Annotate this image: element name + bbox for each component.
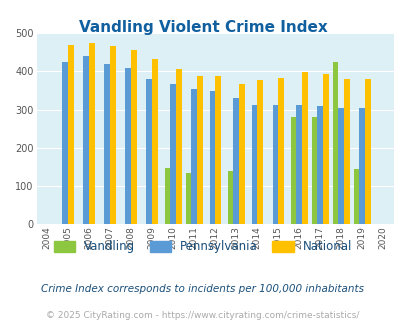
- Bar: [257, 80, 262, 224]
- Bar: [125, 68, 131, 224]
- Bar: [227, 171, 233, 224]
- Legend: Vandling, Pennsylvania, National: Vandling, Pennsylvania, National: [49, 236, 356, 258]
- Bar: [68, 45, 74, 224]
- Bar: [83, 56, 89, 224]
- Bar: [272, 105, 277, 224]
- Text: Crime Index corresponds to incidents per 100,000 inhabitants: Crime Index corresponds to incidents per…: [41, 284, 364, 294]
- Bar: [332, 62, 338, 224]
- Text: Vandling Violent Crime Index: Vandling Violent Crime Index: [79, 20, 326, 35]
- Bar: [233, 98, 239, 224]
- Bar: [296, 105, 301, 224]
- Bar: [317, 106, 322, 224]
- Bar: [152, 59, 158, 224]
- Bar: [175, 69, 181, 224]
- Bar: [215, 76, 220, 224]
- Bar: [277, 78, 283, 224]
- Bar: [131, 50, 136, 224]
- Bar: [110, 46, 115, 224]
- Bar: [290, 117, 296, 224]
- Bar: [185, 173, 191, 224]
- Bar: [146, 79, 152, 224]
- Bar: [89, 43, 94, 224]
- Bar: [301, 72, 307, 224]
- Bar: [364, 79, 370, 224]
- Bar: [251, 105, 257, 224]
- Bar: [196, 76, 202, 224]
- Bar: [191, 89, 196, 224]
- Bar: [322, 74, 328, 224]
- Bar: [239, 83, 244, 224]
- Bar: [343, 79, 349, 224]
- Bar: [358, 108, 364, 224]
- Bar: [62, 62, 68, 224]
- Bar: [209, 91, 215, 224]
- Text: © 2025 CityRating.com - https://www.cityrating.com/crime-statistics/: © 2025 CityRating.com - https://www.city…: [46, 312, 359, 320]
- Bar: [104, 64, 110, 224]
- Bar: [170, 84, 175, 224]
- Bar: [338, 108, 343, 224]
- Bar: [353, 169, 358, 224]
- Bar: [311, 117, 317, 224]
- Bar: [164, 168, 170, 224]
